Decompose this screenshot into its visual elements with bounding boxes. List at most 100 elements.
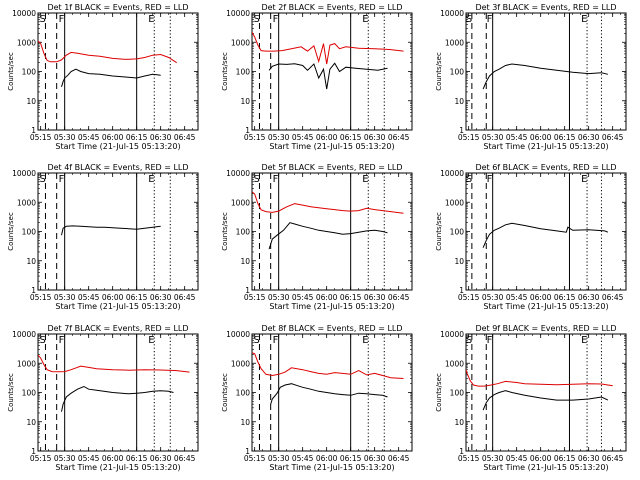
x-tick-label: 06:30 — [150, 133, 172, 142]
x-tick-label: 06:15 — [340, 133, 362, 142]
plot-frame — [37, 12, 199, 131]
x-tick-label: 06:30 — [150, 293, 172, 302]
y-axis-label: Counts/sec — [435, 373, 443, 412]
events-series-line — [61, 225, 161, 236]
x-axis-label: Start Time (21-Jul-15 05:13:20) — [483, 142, 608, 151]
plot-frame — [465, 12, 627, 131]
x-tick-label: 06:30 — [150, 454, 172, 463]
plot-frame — [251, 333, 413, 452]
x-tick-label: 06:00 — [530, 293, 552, 302]
detector-panel: Det 4f BLACK = Events, RED = LLD 1 10 100 10… — [7, 163, 199, 311]
y-tick-label: 10000 — [226, 9, 250, 18]
x-tick-label: 05:30 — [482, 293, 504, 302]
marker-label: S — [466, 14, 472, 25]
y-tick-label: 100 — [22, 389, 37, 398]
marker-label: F — [487, 14, 493, 25]
x-tick-label: 05:15 — [458, 133, 480, 142]
y-tick-label: 10 — [26, 418, 36, 427]
lld-series-line — [252, 191, 404, 214]
x-tick-label: 05:15 — [458, 293, 480, 302]
detector-panel: Det 8f BLACK = Events, RED = LLD 1 10 100 10… — [221, 324, 413, 472]
plot-frame — [465, 333, 627, 452]
x-tick-label: 05:45 — [292, 293, 314, 302]
lld-series-line — [252, 31, 404, 65]
y-tick-label: 100 — [236, 68, 251, 77]
x-tick-label: 06:15 — [340, 454, 362, 463]
x-axis-label: Start Time (21-Jul-15 05:13:20) — [269, 463, 394, 472]
y-tick-label: 1000 — [17, 359, 36, 368]
marker-label: S — [466, 335, 472, 346]
x-tick-label: 05:45 — [78, 454, 100, 463]
x-tick-label: 06:15 — [554, 293, 576, 302]
x-axis-label: Start Time (21-Jul-15 05:13:20) — [483, 463, 608, 472]
panel-title: Det 5f BLACK = Events, RED = LLD — [261, 163, 402, 172]
plot-frame — [251, 12, 413, 131]
marker-label: E — [362, 335, 368, 346]
marker-label: F — [59, 174, 65, 185]
x-tick-label: 06:15 — [126, 293, 148, 302]
y-tick-label: 10 — [454, 257, 464, 266]
x-tick-label: 06:45 — [388, 133, 410, 142]
marker-label: S — [253, 174, 259, 185]
y-axis-label: Counts/sec — [221, 52, 229, 91]
x-tick-label: 06:30 — [364, 293, 386, 302]
y-tick-label: 1000 — [445, 198, 464, 207]
x-tick-label: 05:30 — [268, 293, 290, 302]
y-tick-label: 10000 — [12, 9, 36, 18]
x-tick-label: 06:15 — [554, 454, 576, 463]
marker-label: F — [59, 14, 65, 25]
x-tick-label: 06:00 — [316, 293, 338, 302]
y-tick-label: 10000 — [440, 9, 464, 18]
x-tick-label: 05:15 — [458, 454, 480, 463]
x-tick-label: 06:00 — [530, 454, 552, 463]
x-tick-label: 06:00 — [316, 454, 338, 463]
events-series-line — [482, 390, 609, 411]
plot-frame — [251, 172, 413, 291]
x-tick-label: 06:15 — [554, 133, 576, 142]
panel-title: Det 3f BLACK = Events, RED = LLD — [475, 3, 616, 12]
y-axis-label: Counts/sec — [221, 212, 229, 251]
y-tick-label: 100 — [236, 228, 251, 237]
events-series-line — [482, 222, 609, 248]
detector-panel: Det 3f BLACK = Events, RED = LLD 1 10 100 10… — [435, 3, 627, 151]
y-axis-label: Counts/sec — [7, 373, 15, 412]
x-tick-label: 06:45 — [174, 133, 196, 142]
events-series-line — [268, 222, 388, 250]
marker-label: S — [466, 174, 472, 185]
marker-label: E — [362, 174, 368, 185]
y-tick-label: 100 — [450, 228, 465, 237]
x-tick-label: 06:45 — [602, 133, 624, 142]
y-tick-label: 1 — [31, 447, 36, 456]
y-axis-label: Counts/sec — [7, 52, 15, 91]
y-tick-label: 10 — [240, 257, 250, 266]
marker-label: E — [362, 14, 368, 25]
lld-series-line — [466, 369, 613, 387]
x-axis-label: Start Time (21-Jul-15 05:13:20) — [55, 142, 180, 151]
y-tick-label: 100 — [450, 68, 465, 77]
panel-title: Det 8f BLACK = Events, RED = LLD — [261, 324, 402, 333]
marker-label: S — [253, 14, 259, 25]
marker-label: F — [59, 335, 65, 346]
marker-label: S — [39, 335, 45, 346]
x-tick-label: 06:00 — [102, 133, 124, 142]
events-series-line — [61, 385, 174, 412]
panel-title: Det 2f BLACK = Events, RED = LLD — [261, 3, 402, 12]
detector-panel: Det 7f BLACK = Events, RED = LLD 1 10 100 10… — [7, 324, 199, 472]
events-series-line — [268, 62, 388, 90]
y-tick-label: 10 — [26, 97, 36, 106]
y-tick-label: 1 — [459, 447, 464, 456]
y-tick-label: 10000 — [440, 169, 464, 178]
x-tick-label: 06:00 — [102, 454, 124, 463]
y-tick-label: 10000 — [226, 330, 250, 339]
y-tick-label: 1000 — [231, 359, 250, 368]
y-tick-label: 10 — [26, 257, 36, 266]
panel-title: Det 1f BLACK = Events, RED = LLD — [47, 3, 188, 12]
lld-series-line — [38, 40, 177, 64]
y-tick-label: 10 — [454, 418, 464, 427]
x-tick-label: 06:30 — [578, 133, 600, 142]
x-tick-label: 05:30 — [54, 133, 76, 142]
y-tick-label: 10 — [240, 97, 250, 106]
x-tick-label: 06:00 — [530, 133, 552, 142]
x-tick-label: 06:15 — [126, 454, 148, 463]
